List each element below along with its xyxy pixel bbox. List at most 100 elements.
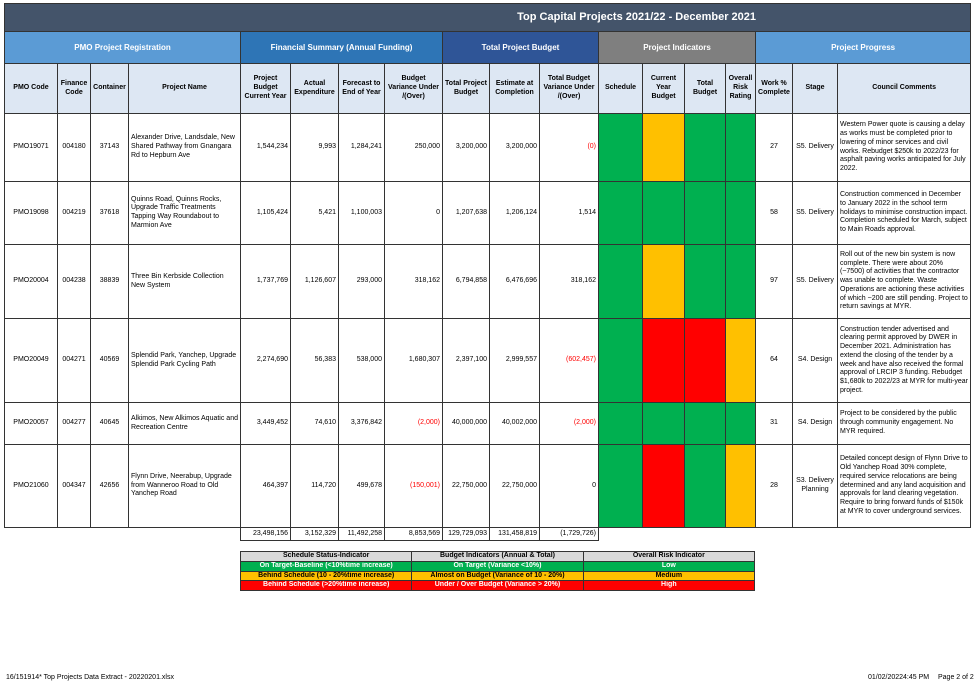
- cell: 004238: [57, 244, 91, 319]
- cell: 64: [755, 318, 793, 403]
- cell: Roll out of the new bin system is now co…: [836, 244, 972, 319]
- cell: PMO19098: [4, 181, 58, 245]
- cell: 3,449,452: [240, 402, 291, 445]
- indicator: [684, 181, 726, 245]
- indicator: [642, 402, 685, 445]
- cell: 004180: [57, 113, 91, 182]
- cell: 2,999,557: [489, 318, 540, 403]
- column-header: Stage: [792, 63, 838, 114]
- legend-cell: On Target-Baseline (<10%time increase): [239, 560, 413, 572]
- column-header: Finance Code: [57, 63, 91, 114]
- legend-table: Schedule Status-Indicator Budget Indicato…: [239, 551, 756, 591]
- column-header: Estimate at Completion: [489, 63, 540, 114]
- cell: 74,610: [290, 402, 339, 445]
- column-header: Total Budget Variance Under /(Over): [539, 63, 599, 114]
- cell: 6,476,696: [489, 244, 540, 319]
- cell: 1,680,307: [384, 318, 443, 403]
- cell: 499,678: [338, 444, 385, 528]
- cell: 114,720: [290, 444, 339, 528]
- cell: 2,397,100: [442, 318, 490, 403]
- cell: Three Bin Kerbside Collection New System: [128, 244, 241, 319]
- indicator: [598, 113, 643, 182]
- cell: Western Power quote is causing a delay a…: [836, 113, 972, 182]
- cell: Project to be considered by the public t…: [836, 402, 972, 445]
- group-header: PMO Project Registration: [4, 31, 241, 64]
- column-header: Budget Variance Under /(Over): [384, 63, 443, 114]
- indicator: [725, 113, 756, 182]
- projects-table: Top Capital Projects 2021/22 - December …: [3, 3, 972, 541]
- legend-cell: On Target (Variance <10%): [411, 560, 584, 572]
- cell: 3,200,000: [442, 113, 490, 182]
- cell: 6,794,858: [442, 244, 490, 319]
- indicator: [725, 402, 756, 445]
- column-header: Current Year Budget: [642, 63, 685, 114]
- cell: 56,383: [290, 318, 339, 403]
- cell: 27: [755, 113, 793, 182]
- cell: 004271: [57, 318, 91, 403]
- cell: 5,421: [290, 181, 339, 245]
- footer-date: 01/02/20224:45 PM: [868, 674, 930, 681]
- cell: 40569: [90, 318, 129, 403]
- indicator: [598, 244, 643, 319]
- cell: 40,002,000: [489, 402, 540, 445]
- cell: 250,000: [384, 113, 443, 182]
- column-header: Project Budget Current Year: [240, 63, 291, 114]
- cell: 40,000,000: [442, 402, 490, 445]
- total: 11,492,258: [338, 527, 385, 541]
- cell: 293,000: [338, 244, 385, 319]
- indicator: [642, 181, 685, 245]
- indicator: [598, 402, 643, 445]
- indicator: [598, 318, 643, 403]
- cell: 1,737,769: [240, 244, 291, 319]
- cell: 004277: [57, 402, 91, 445]
- indicator: [725, 318, 756, 403]
- cell: Alexander Drive, Landsdale, New Shared P…: [128, 113, 241, 182]
- indicator: [642, 113, 685, 182]
- indicator: [684, 318, 726, 403]
- indicator: [684, 444, 726, 528]
- cell: PMO19071: [4, 113, 58, 182]
- blank: [599, 528, 971, 541]
- column-header: Total Project Budget: [442, 63, 490, 114]
- cell: 28: [755, 444, 793, 528]
- cell: S5. Delivery: [792, 113, 838, 182]
- column-header: Schedule: [598, 63, 643, 114]
- cell: 3,376,842: [338, 402, 385, 445]
- cell: 22,750,000: [442, 444, 490, 528]
- cell: Detailed concept design of Flynn Drive t…: [836, 444, 972, 528]
- footer-file: 16/151914* Top Projects Data Extract - 2…: [6, 674, 174, 681]
- group-header: Project Indicators: [598, 31, 756, 64]
- cell: Splendid Park, Yanchep, Upgrade Splendid…: [128, 318, 241, 403]
- total: 131,458,819: [489, 527, 540, 541]
- cell: 1,206,124: [489, 181, 540, 245]
- cell: S5. Delivery: [792, 244, 838, 319]
- legend-cell: Under / Over Budget (Variance > 20%): [411, 580, 584, 591]
- cell: 3,200,000: [489, 113, 540, 182]
- group-header: Project Progress: [754, 31, 972, 64]
- legend-cell: Almost on Budget (Variance of 10 - 20%): [411, 570, 584, 582]
- column-header: Total Budget: [684, 63, 726, 114]
- cell: S4. Design: [792, 318, 838, 403]
- cell: PMO20057: [4, 402, 58, 445]
- total: (1,729,726): [539, 527, 599, 541]
- legend-cell: Behind Schedule (>20%time increase): [239, 580, 413, 591]
- cell: 1,100,003: [338, 181, 385, 245]
- total: 8,853,569: [384, 527, 443, 541]
- cell: PMO20004: [4, 244, 58, 319]
- cell: 0: [539, 444, 599, 528]
- blank: [5, 528, 241, 541]
- cell: 004347: [57, 444, 91, 528]
- indicator: [642, 444, 685, 528]
- column-header: Work % Complete: [755, 63, 793, 114]
- cell: Construction tender advertised and clear…: [836, 318, 972, 403]
- cell: (2,000): [539, 402, 599, 445]
- total: 23,498,156: [240, 527, 291, 541]
- group-header: Total Project Budget: [442, 31, 599, 64]
- cell: 0: [384, 181, 443, 245]
- legend-cell: Low: [582, 560, 756, 572]
- column-header: Container: [90, 63, 129, 114]
- cell: PMO21060: [4, 444, 58, 528]
- cell: 004219: [57, 181, 91, 245]
- column-header: Project Name: [128, 63, 241, 114]
